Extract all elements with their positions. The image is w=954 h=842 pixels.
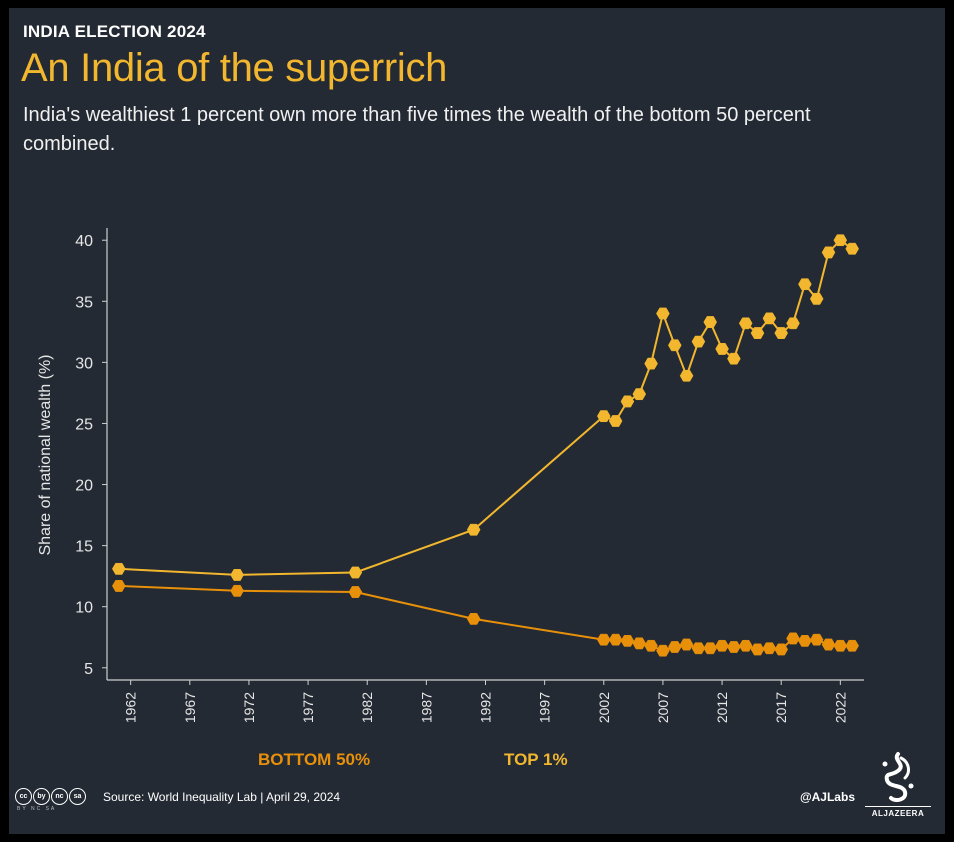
series-line-top-1	[118, 238, 853, 576]
x-tick-label: 1997	[537, 692, 553, 723]
data-point-top-1	[632, 388, 647, 401]
data-point-bottom-50	[809, 633, 824, 646]
creative-commons-license-icon: cc by nc sa	[15, 788, 86, 805]
y-tick-label: 10	[75, 600, 93, 617]
data-point-top-1	[774, 327, 788, 339]
data-point-bottom-50	[620, 635, 635, 647]
sa-icon: sa	[69, 788, 86, 805]
aljazeera-logo-icon	[865, 750, 931, 816]
data-point-bottom-50	[798, 635, 812, 647]
data-point-top-1	[230, 569, 244, 581]
data-point-top-1	[679, 369, 694, 382]
cc-icon: cc	[15, 788, 32, 805]
x-tick-label: 1992	[478, 692, 494, 723]
source-text: Source: World Inequality Lab | April 29,…	[103, 790, 341, 804]
y-tick-label: 35	[75, 294, 93, 311]
x-tick-label: 2007	[655, 692, 671, 723]
y-tick-label: 30	[75, 355, 93, 372]
data-point-top-1	[715, 343, 729, 355]
chart-series	[112, 234, 859, 657]
x-tick-label: 1982	[359, 692, 375, 723]
y-tick-label: 25	[75, 416, 93, 433]
data-point-bottom-50	[691, 642, 706, 655]
data-point-top-1	[833, 234, 848, 247]
data-point-top-1	[644, 357, 658, 370]
data-point-bottom-50	[466, 613, 481, 625]
data-point-bottom-50	[668, 641, 682, 653]
x-tick-label: 1972	[241, 692, 257, 723]
data-point-bottom-50	[727, 641, 741, 653]
y-tick-label: 5	[84, 661, 93, 678]
data-point-top-1	[466, 523, 481, 536]
data-point-bottom-50	[786, 632, 800, 645]
aljazeera-wordmark: ALJAZEERA	[865, 806, 931, 818]
data-point-top-1	[809, 292, 824, 305]
legend-bottom-50: BOTTOM 50%	[258, 750, 371, 769]
data-point-top-1	[608, 415, 623, 427]
data-point-bottom-50	[703, 642, 717, 655]
data-point-bottom-50	[821, 638, 836, 651]
data-point-top-1	[668, 339, 682, 352]
by-icon: by	[33, 788, 50, 805]
data-point-bottom-50	[348, 586, 363, 598]
data-point-top-1	[762, 312, 777, 325]
data-point-bottom-50	[632, 637, 647, 650]
data-point-top-1	[727, 352, 741, 365]
data-point-bottom-50	[597, 633, 611, 646]
x-tick-label: 1987	[418, 692, 434, 723]
data-point-bottom-50	[762, 642, 777, 655]
data-point-top-1	[703, 316, 717, 328]
data-point-top-1	[656, 307, 670, 320]
nc-icon: nc	[51, 788, 68, 805]
x-tick-label: 2017	[773, 692, 789, 723]
data-point-bottom-50	[230, 584, 244, 597]
y-axis-label: Share of national wealth (%)	[37, 355, 54, 556]
x-tick-label: 2012	[714, 692, 730, 723]
data-point-top-1	[738, 317, 753, 330]
y-tick-label: 20	[75, 478, 93, 495]
footer: cc by nc sa BY NC SA Source: World Inequ…	[15, 752, 939, 818]
credit-handle: @AJLabs	[799, 790, 855, 804]
data-point-top-1	[750, 327, 765, 339]
x-tick-label: 2002	[596, 692, 612, 723]
data-point-top-1	[112, 562, 126, 575]
data-point-top-1	[786, 317, 800, 330]
data-point-bottom-50	[750, 643, 765, 656]
data-point-top-1	[620, 395, 635, 408]
infographic-card	[9, 8, 945, 834]
x-tick-label: 2022	[832, 692, 848, 723]
data-point-bottom-50	[656, 644, 670, 657]
data-point-top-1	[821, 246, 836, 259]
data-point-bottom-50	[112, 580, 126, 592]
data-point-bottom-50	[608, 633, 623, 646]
x-tick-label: 1962	[123, 692, 139, 723]
data-point-top-1	[691, 335, 706, 348]
data-point-bottom-50	[644, 639, 658, 652]
license-sublabel: BY NC SA	[17, 806, 57, 812]
data-point-top-1	[348, 566, 363, 579]
x-tick-label: 1977	[300, 692, 316, 723]
page-subtitle: India's wealthiest 1 percent own more th…	[23, 104, 811, 155]
data-point-top-1	[597, 410, 611, 423]
legend-top-1: TOP 1%	[504, 750, 568, 769]
chart-axes: 5 10 15 20 25 30 35 40 1962 1967 1972 1977 1982 1987 1…	[75, 228, 864, 723]
data-point-top-1	[845, 242, 859, 255]
x-tick-label: 1967	[182, 692, 198, 723]
data-point-bottom-50	[833, 639, 848, 652]
data-point-bottom-50	[679, 638, 694, 651]
data-point-bottom-50	[715, 639, 729, 652]
kicker-label: INDIA ELECTION 2024	[23, 22, 206, 41]
data-point-top-1	[798, 278, 812, 291]
data-point-bottom-50	[845, 639, 859, 652]
data-point-bottom-50	[738, 639, 753, 652]
y-tick-label: 15	[75, 539, 93, 556]
page-title: An India of the superrich	[21, 46, 448, 90]
data-point-bottom-50	[774, 643, 788, 656]
y-tick-label: 40	[75, 233, 93, 250]
